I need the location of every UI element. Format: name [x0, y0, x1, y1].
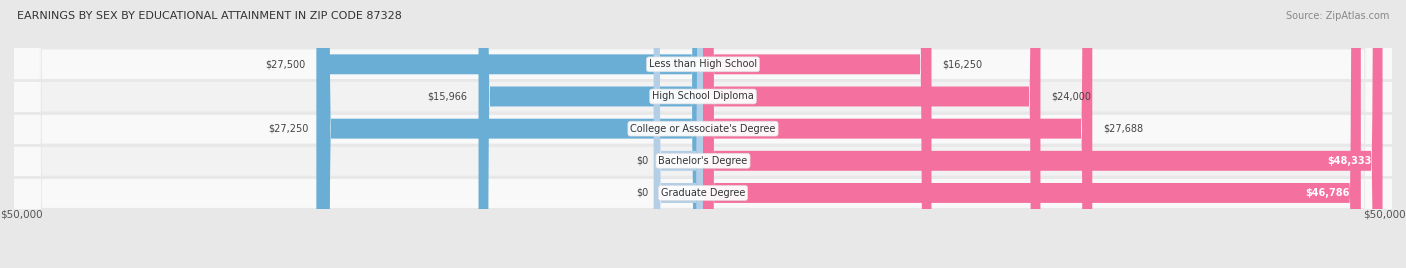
- Text: High School Diploma: High School Diploma: [652, 91, 754, 102]
- Text: $50,000: $50,000: [0, 210, 42, 220]
- Text: Graduate Degree: Graduate Degree: [661, 188, 745, 198]
- Text: $0: $0: [636, 188, 648, 198]
- FancyBboxPatch shape: [703, 0, 1040, 268]
- FancyBboxPatch shape: [654, 0, 703, 268]
- Text: $50,000: $50,000: [1364, 210, 1406, 220]
- Text: $15,966: $15,966: [427, 91, 467, 102]
- Text: $16,250: $16,250: [942, 59, 983, 69]
- Text: Bachelor's Degree: Bachelor's Degree: [658, 156, 748, 166]
- FancyBboxPatch shape: [703, 0, 1382, 268]
- FancyBboxPatch shape: [14, 0, 1392, 268]
- Text: $27,688: $27,688: [1104, 124, 1143, 134]
- Text: $24,000: $24,000: [1052, 91, 1091, 102]
- FancyBboxPatch shape: [478, 0, 703, 268]
- FancyBboxPatch shape: [14, 0, 1392, 268]
- FancyBboxPatch shape: [703, 0, 1092, 268]
- Text: College or Associate's Degree: College or Associate's Degree: [630, 124, 776, 134]
- Text: Less than High School: Less than High School: [650, 59, 756, 69]
- FancyBboxPatch shape: [316, 0, 703, 268]
- Text: $27,500: $27,500: [264, 59, 305, 69]
- FancyBboxPatch shape: [14, 0, 1392, 268]
- FancyBboxPatch shape: [654, 0, 703, 268]
- FancyBboxPatch shape: [319, 0, 703, 268]
- FancyBboxPatch shape: [14, 0, 1392, 268]
- Text: $0: $0: [636, 156, 648, 166]
- Text: Source: ZipAtlas.com: Source: ZipAtlas.com: [1285, 11, 1389, 21]
- FancyBboxPatch shape: [703, 0, 932, 268]
- Text: $46,786: $46,786: [1305, 188, 1350, 198]
- FancyBboxPatch shape: [703, 0, 1361, 268]
- FancyBboxPatch shape: [14, 0, 1392, 268]
- Text: EARNINGS BY SEX BY EDUCATIONAL ATTAINMENT IN ZIP CODE 87328: EARNINGS BY SEX BY EDUCATIONAL ATTAINMEN…: [17, 11, 402, 21]
- Text: $48,333: $48,333: [1327, 156, 1371, 166]
- Text: $27,250: $27,250: [269, 124, 308, 134]
